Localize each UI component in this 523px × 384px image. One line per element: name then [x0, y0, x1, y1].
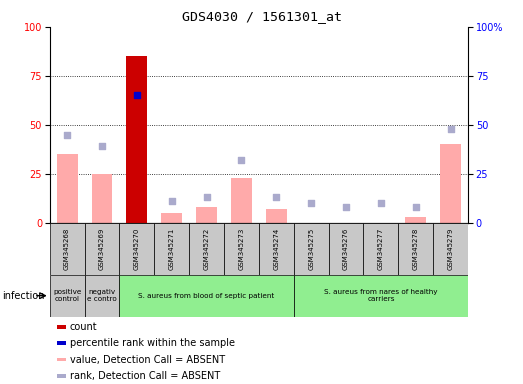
- Bar: [57, 358, 66, 361]
- Text: GSM345278: GSM345278: [413, 227, 419, 270]
- Point: [307, 200, 315, 206]
- Bar: [231, 178, 252, 223]
- Bar: [328, 223, 363, 275]
- Point: [63, 131, 71, 138]
- Bar: [161, 213, 182, 223]
- Point: [98, 143, 106, 149]
- Bar: [363, 223, 399, 275]
- Text: GSM345279: GSM345279: [448, 227, 453, 270]
- Bar: [119, 223, 154, 275]
- Bar: [196, 207, 217, 223]
- Point: [237, 157, 246, 163]
- Bar: [259, 223, 294, 275]
- Text: GSM345268: GSM345268: [64, 227, 70, 270]
- Text: GSM345275: GSM345275: [308, 227, 314, 270]
- Point: [342, 204, 350, 210]
- Bar: [127, 56, 147, 223]
- Point: [412, 204, 420, 210]
- Text: percentile rank within the sample: percentile rank within the sample: [70, 338, 235, 348]
- Bar: [154, 223, 189, 275]
- Text: rank, Detection Call = ABSENT: rank, Detection Call = ABSENT: [70, 371, 220, 381]
- Bar: [57, 341, 66, 345]
- Text: count: count: [70, 322, 97, 332]
- Bar: [92, 174, 112, 223]
- Bar: [405, 217, 426, 223]
- Bar: [224, 223, 259, 275]
- Point: [377, 200, 385, 206]
- Bar: [433, 223, 468, 275]
- Bar: [56, 154, 77, 223]
- Text: GSM345272: GSM345272: [203, 227, 210, 270]
- Text: GSM345273: GSM345273: [238, 227, 244, 270]
- Text: GSM345269: GSM345269: [99, 227, 105, 270]
- Point: [202, 194, 211, 200]
- Text: infection: infection: [3, 291, 45, 301]
- Bar: [266, 209, 287, 223]
- Bar: [50, 223, 85, 275]
- Text: GSM345270: GSM345270: [134, 227, 140, 270]
- Point: [272, 194, 280, 200]
- Bar: [57, 374, 66, 377]
- Text: GSM345277: GSM345277: [378, 227, 384, 270]
- Point: [167, 198, 176, 204]
- Bar: [294, 275, 468, 317]
- Text: negativ
e contro: negativ e contro: [87, 289, 117, 302]
- Text: GSM345276: GSM345276: [343, 227, 349, 270]
- Text: S. aureus from blood of septic patient: S. aureus from blood of septic patient: [139, 293, 275, 299]
- Point: [447, 126, 455, 132]
- Text: value, Detection Call = ABSENT: value, Detection Call = ABSENT: [70, 354, 225, 364]
- Bar: [85, 275, 119, 317]
- Text: positive
control: positive control: [53, 289, 81, 302]
- Bar: [294, 223, 328, 275]
- Bar: [119, 275, 294, 317]
- Bar: [440, 144, 461, 223]
- Text: GDS4030 / 1561301_at: GDS4030 / 1561301_at: [181, 10, 342, 23]
- Text: S. aureus from nares of healthy
carriers: S. aureus from nares of healthy carriers: [324, 289, 438, 302]
- Bar: [189, 223, 224, 275]
- Point: [133, 92, 141, 98]
- Bar: [57, 325, 66, 329]
- Bar: [50, 275, 85, 317]
- Bar: [85, 223, 119, 275]
- Bar: [399, 223, 433, 275]
- Text: GSM345271: GSM345271: [169, 227, 175, 270]
- Text: GSM345274: GSM345274: [274, 227, 279, 270]
